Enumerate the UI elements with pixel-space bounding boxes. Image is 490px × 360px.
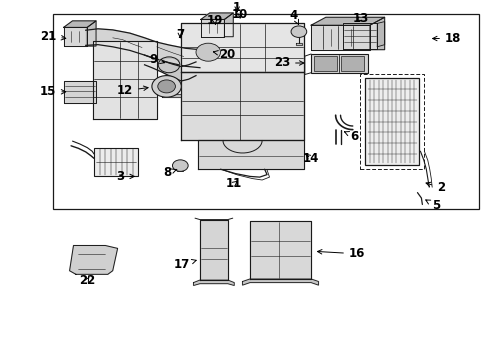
Polygon shape [311,25,370,50]
Text: 15: 15 [40,85,66,98]
Polygon shape [311,17,385,25]
Text: 18: 18 [433,32,461,45]
Polygon shape [194,280,234,285]
Text: 6: 6 [344,130,359,143]
Polygon shape [224,13,233,37]
Bar [53,14,479,209]
Polygon shape [162,94,181,97]
Text: 20: 20 [214,48,236,61]
Polygon shape [64,81,96,103]
Circle shape [291,26,307,37]
Polygon shape [201,19,224,37]
FancyBboxPatch shape [314,56,337,71]
Text: 5: 5 [426,199,441,212]
Polygon shape [250,221,311,279]
Polygon shape [145,55,196,81]
Text: 19: 19 [207,14,223,27]
Text: 8: 8 [163,166,177,179]
Text: 23: 23 [274,57,304,69]
Polygon shape [343,23,377,49]
Polygon shape [181,72,304,140]
Polygon shape [243,279,318,285]
Text: 12: 12 [117,84,148,97]
Circle shape [152,76,181,97]
FancyBboxPatch shape [341,56,364,71]
Polygon shape [377,22,385,47]
Polygon shape [200,220,228,280]
Circle shape [196,43,220,61]
FancyBboxPatch shape [311,54,368,73]
Circle shape [172,160,188,171]
Polygon shape [64,27,87,46]
Polygon shape [370,17,385,50]
Polygon shape [70,246,118,274]
Polygon shape [201,13,233,19]
Text: 13: 13 [353,12,369,24]
Polygon shape [296,43,302,45]
Bar [365,78,419,165]
Text: 17: 17 [174,258,196,271]
Bar [94,148,138,176]
Text: 4: 4 [290,9,298,24]
Polygon shape [64,21,96,27]
Text: 14: 14 [303,152,319,165]
Polygon shape [86,29,200,68]
Text: 21: 21 [40,30,66,42]
Text: 16: 16 [318,247,365,260]
Polygon shape [87,21,96,46]
Text: 22: 22 [79,274,96,287]
Text: 7: 7 [176,28,184,41]
Polygon shape [198,140,304,169]
Circle shape [158,80,175,93]
Text: 9: 9 [149,53,165,66]
Text: 2: 2 [426,181,445,194]
Text: 3: 3 [116,170,134,183]
Bar [360,74,424,169]
Text: 11: 11 [226,177,243,190]
Polygon shape [93,41,157,119]
Text: 1: 1 [233,1,241,14]
Text: 10: 10 [232,8,248,21]
Polygon shape [181,23,304,72]
